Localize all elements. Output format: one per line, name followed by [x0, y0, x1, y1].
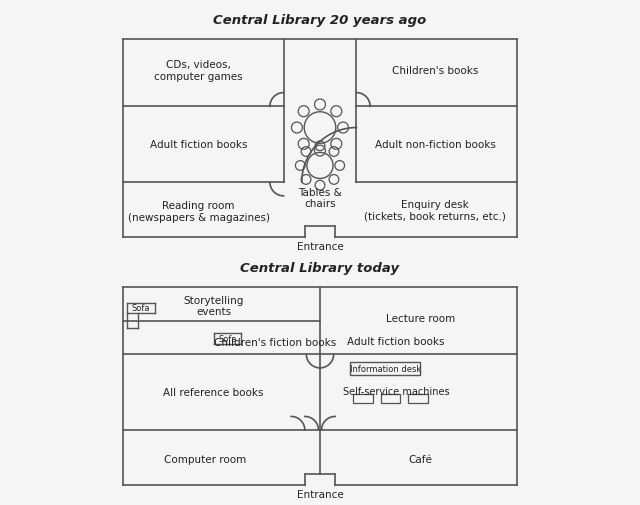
Bar	[408, 394, 428, 403]
Text: Central Library 20 years ago: Central Library 20 years ago	[213, 14, 427, 27]
Text: Adult fiction books: Adult fiction books	[150, 140, 247, 150]
Text: Adult non-fiction books: Adult non-fiction books	[375, 140, 496, 150]
Text: Computer room: Computer room	[163, 454, 246, 464]
Bar	[353, 394, 373, 403]
Text: All reference books: All reference books	[163, 387, 264, 397]
Bar	[381, 394, 401, 403]
Text: Enquiry desk
(tickets, book returns, etc.): Enquiry desk (tickets, book returns, etc…	[364, 199, 506, 221]
Text: Café: Café	[408, 454, 432, 464]
Text: Storytelling
events: Storytelling events	[184, 295, 244, 317]
Text: Entrance: Entrance	[296, 241, 344, 251]
Text: Reading room
(newspapers & magazines): Reading room (newspapers & magazines)	[127, 201, 269, 222]
Text: CDs, videos,
computer games: CDs, videos, computer games	[154, 60, 243, 81]
Bar	[350, 362, 420, 376]
Text: Lecture room: Lecture room	[385, 313, 455, 323]
Text: Self-service machines: Self-service machines	[342, 386, 449, 396]
Text: Sofa: Sofa	[132, 304, 150, 313]
Text: Adult fiction books: Adult fiction books	[347, 336, 445, 346]
Text: Children's fiction books: Children's fiction books	[214, 337, 336, 347]
Text: Sofa: Sofa	[218, 334, 237, 343]
Text: Entrance: Entrance	[296, 489, 344, 499]
Text: Children's books: Children's books	[392, 66, 479, 76]
Text: Central Library today: Central Library today	[241, 262, 399, 275]
Text: Information desk: Information desk	[349, 365, 421, 373]
Text: Tables &
chairs: Tables & chairs	[298, 187, 342, 209]
